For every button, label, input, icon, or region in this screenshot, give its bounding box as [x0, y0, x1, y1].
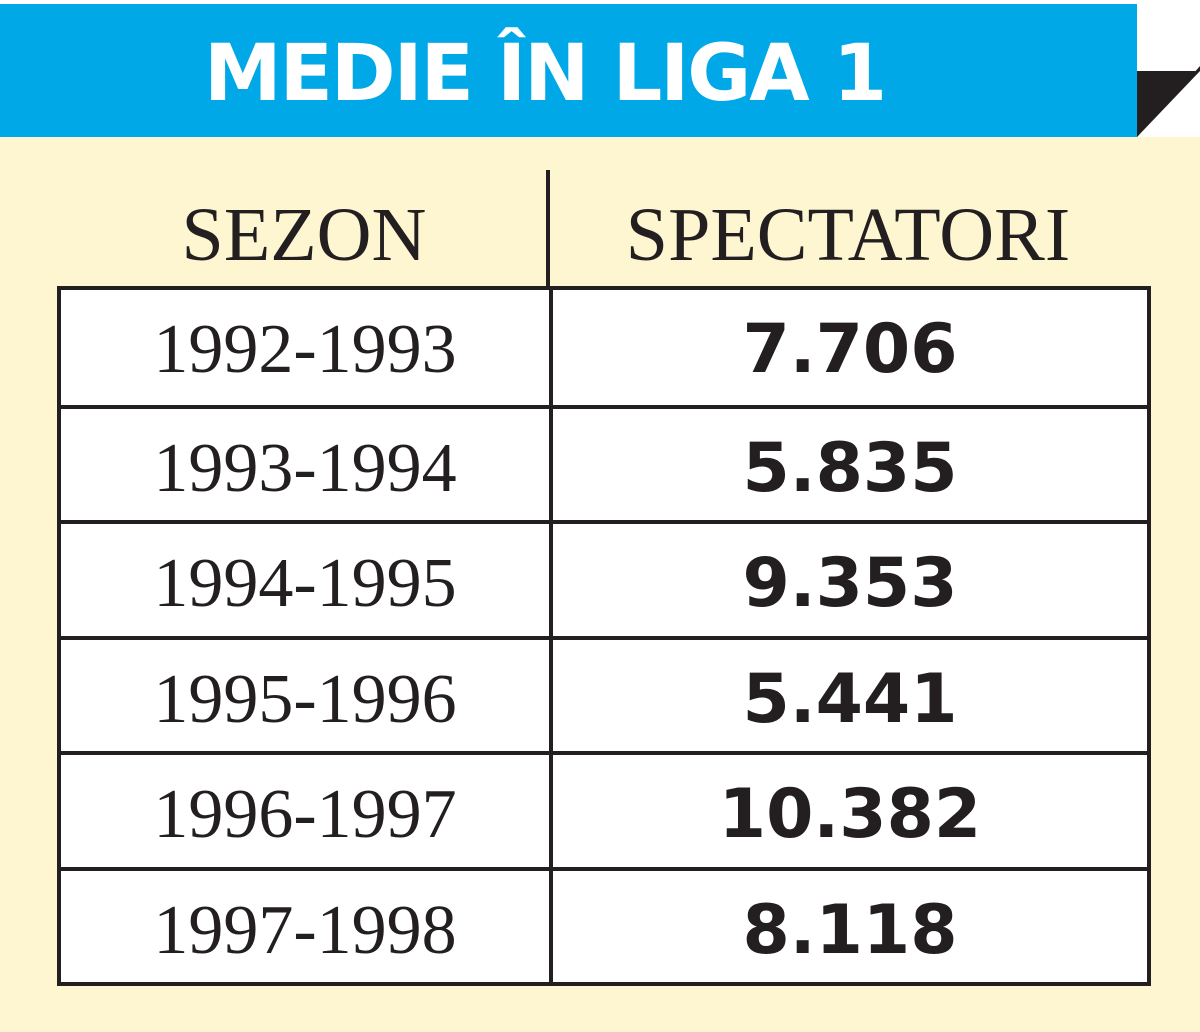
- table-row: 1992-1993 7.706: [61, 290, 1147, 405]
- column-header-season: SEZON: [181, 193, 427, 277]
- season-cell: 1994-1995: [153, 545, 457, 622]
- column-header-spectators: SPECTATORI: [625, 193, 1071, 277]
- table-row: 1995-1996 5.441: [61, 636, 1147, 751]
- top-margin: [0, 0, 1200, 4]
- title-banner: MEDIE ÎN LIGA 1: [0, 4, 1137, 137]
- chart-title: MEDIE ÎN LIGA 1: [204, 29, 887, 119]
- table-row: 1996-1997 10.382: [61, 751, 1147, 866]
- spectators-cell: 10.382: [718, 775, 982, 854]
- spectators-cell: 8.118: [742, 891, 958, 970]
- spectators-cell: 7.706: [742, 310, 958, 389]
- table-row: 1997-1998 8.118: [61, 867, 1147, 982]
- attendance-table: 1992-1993 7.706 1993-1994 5.835 1994-199…: [57, 286, 1151, 986]
- table-row: 1993-1994 5.835: [61, 405, 1147, 520]
- season-cell: 1997-1998: [153, 892, 457, 969]
- table-column-divider: [549, 290, 553, 982]
- season-cell: 1993-1994: [153, 430, 457, 507]
- header-column-divider: [546, 170, 550, 290]
- table-row: 1994-1995 9.353: [61, 520, 1147, 635]
- season-cell: 1995-1996: [153, 661, 457, 738]
- spectators-cell: 5.835: [742, 429, 958, 508]
- season-cell: 1992-1993: [153, 311, 457, 388]
- banner-fold-corner: [1137, 66, 1200, 137]
- season-cell: 1996-1997: [153, 776, 457, 853]
- spectators-cell: 5.441: [742, 660, 958, 739]
- spectators-cell: 9.353: [742, 544, 958, 623]
